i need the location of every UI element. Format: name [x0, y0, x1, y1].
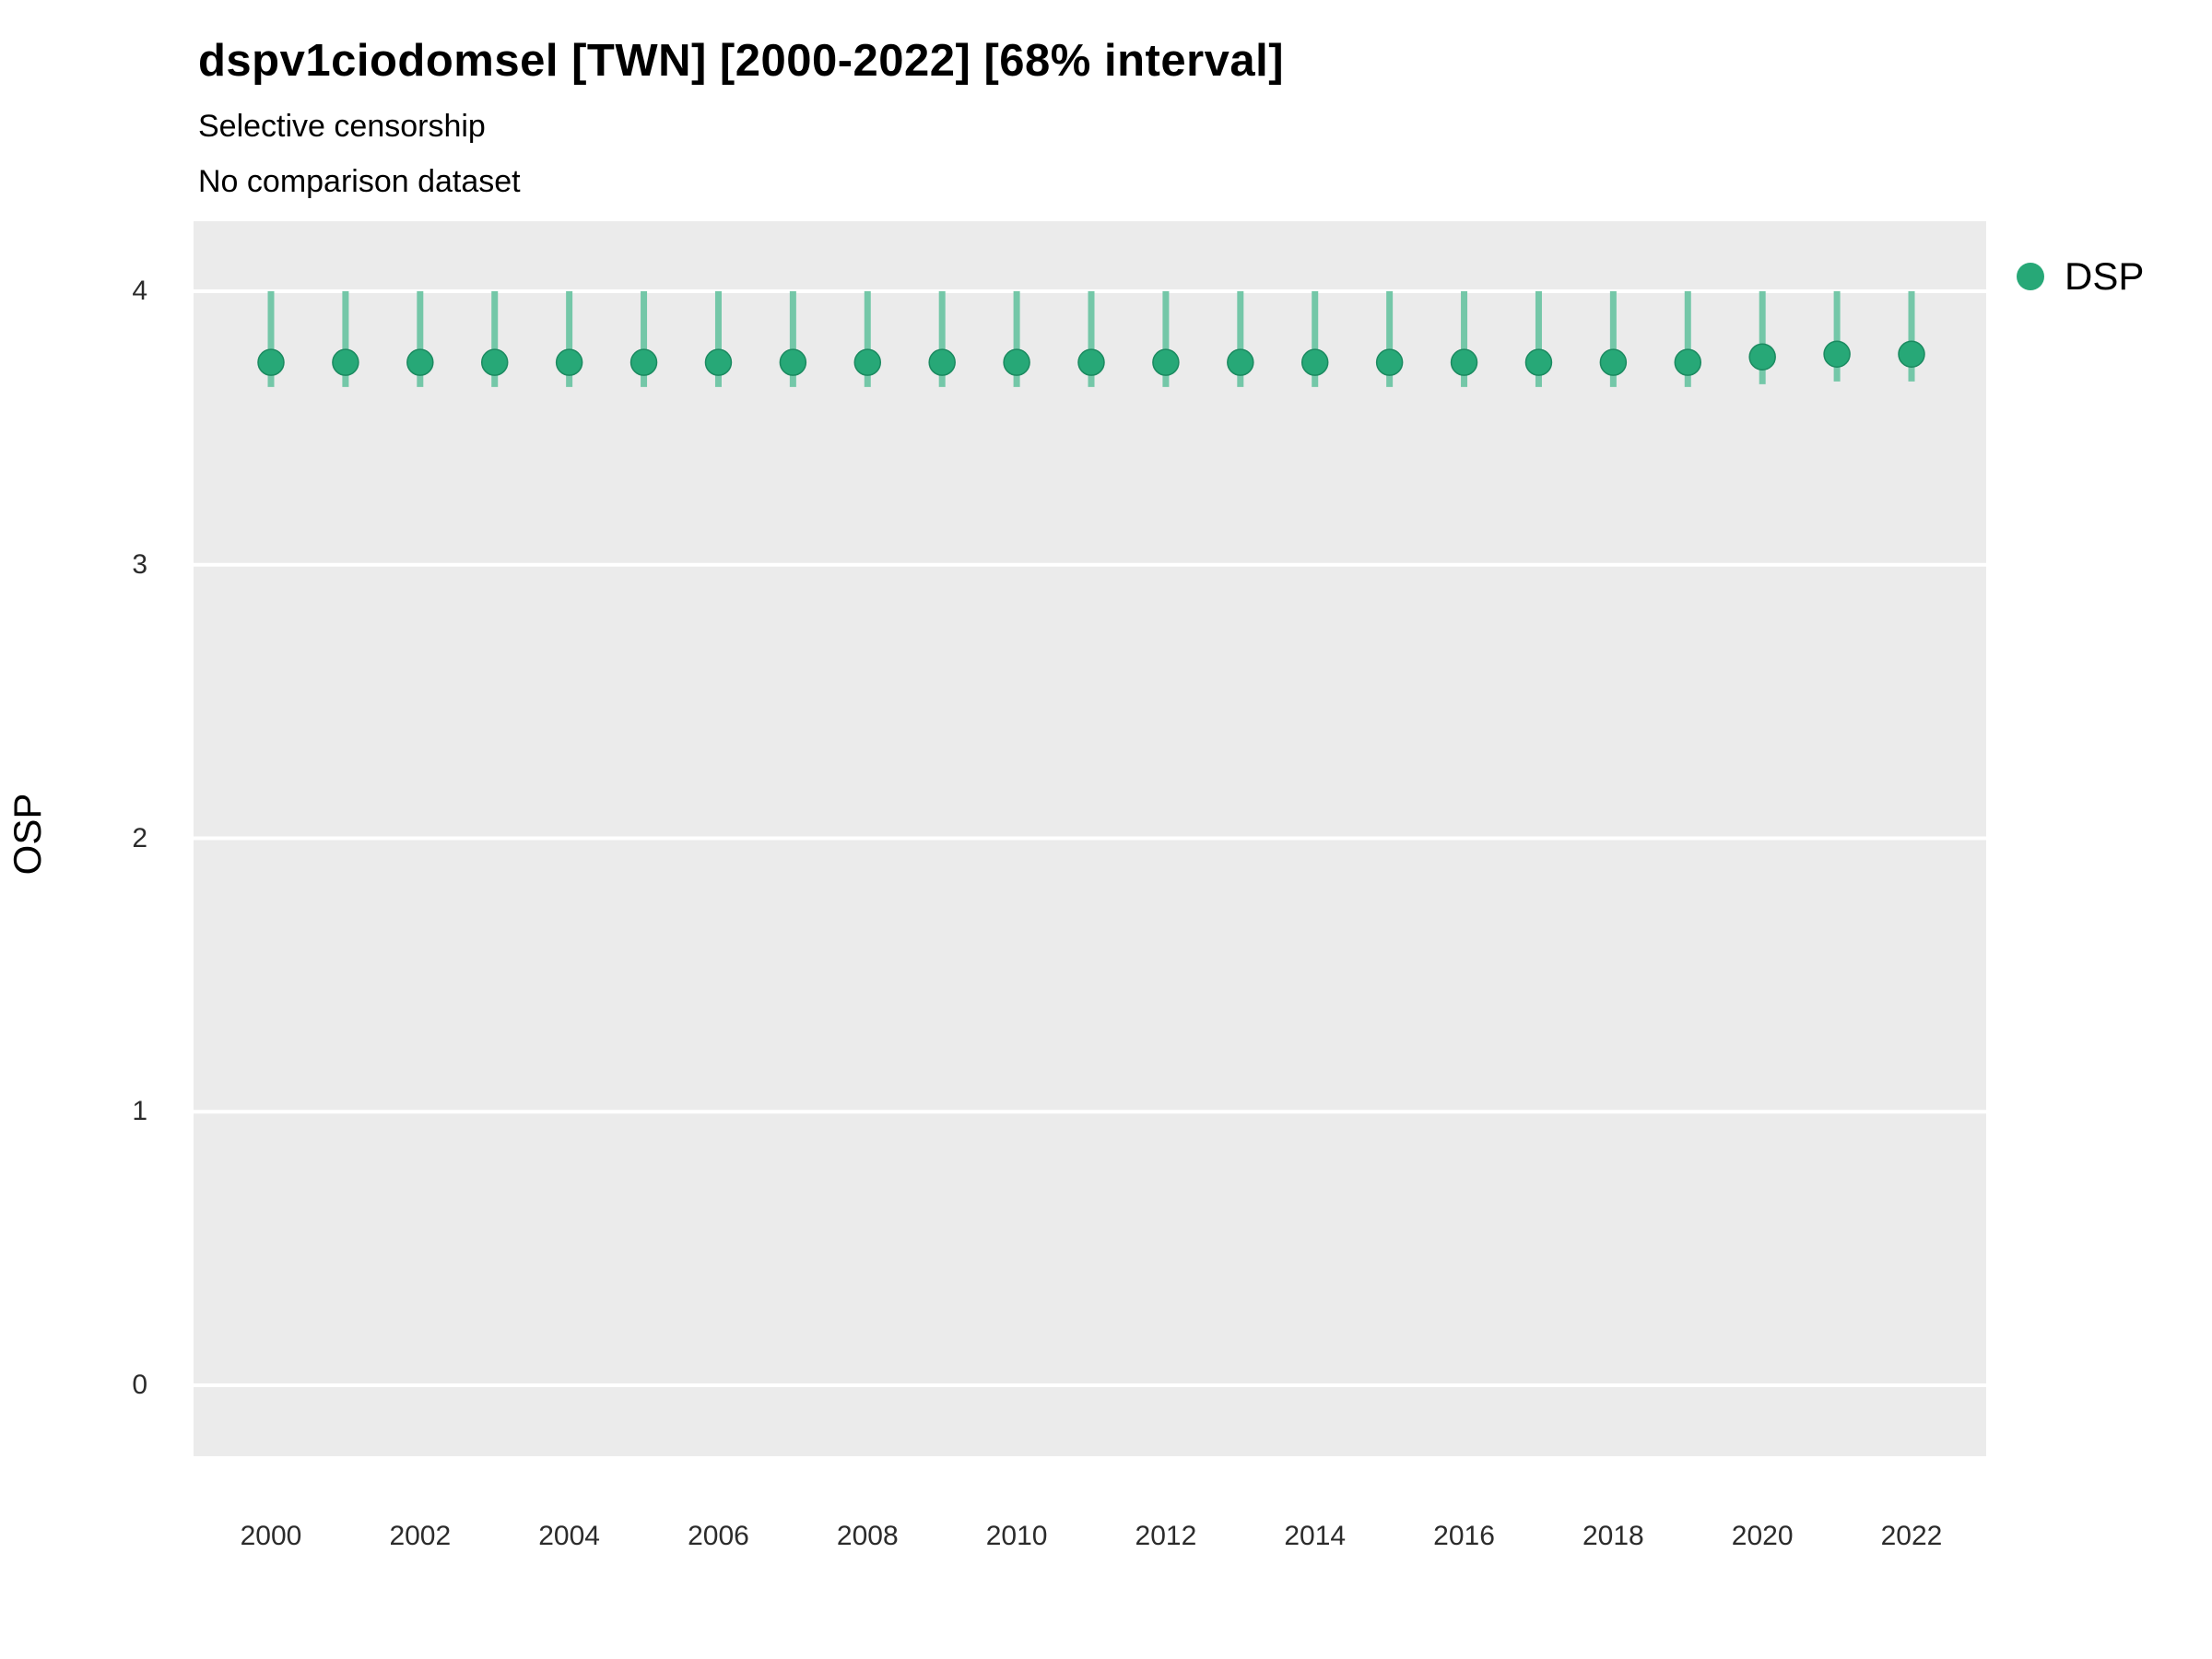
y-tick-label: 2	[132, 822, 147, 853]
x-tick-label: 2020	[1731, 1521, 1794, 1551]
x-tick-label: 2014	[1284, 1521, 1347, 1551]
data-point	[1300, 348, 1329, 376]
y-tick-label: 4	[132, 276, 147, 306]
chart-title: dspv1ciodomsel [TWN] [2000-2022] [68% in…	[198, 36, 1285, 86]
x-tick-label: 2018	[1582, 1521, 1644, 1551]
data-point	[1077, 348, 1105, 376]
data-point	[480, 348, 509, 376]
data-point	[555, 348, 583, 376]
data-point	[257, 348, 285, 376]
x-tick-label: 2022	[1880, 1521, 1943, 1551]
data-point	[928, 348, 956, 376]
x-tick-label: 2006	[688, 1521, 749, 1551]
plot-panel	[194, 221, 1986, 1456]
x-tick-label: 2008	[836, 1521, 899, 1551]
data-point	[1823, 340, 1851, 369]
chart-subtitle: Selective censorship	[198, 109, 486, 144]
x-tick-label: 2004	[538, 1521, 600, 1551]
data-point	[1748, 343, 1776, 371]
data-point	[406, 348, 434, 376]
legend-label: DSP	[2065, 254, 2145, 298]
legend: DSP	[2017, 254, 2144, 299]
y-tick-label: 3	[132, 548, 147, 580]
y-tick-label: 0	[132, 1370, 147, 1400]
data-point	[779, 348, 807, 376]
data-point	[332, 348, 359, 376]
data-point	[1152, 348, 1180, 376]
x-tick-label: 2012	[1135, 1521, 1197, 1551]
data-point	[1227, 348, 1254, 376]
x-tick-label: 2000	[240, 1521, 302, 1551]
data-point	[1898, 340, 1925, 369]
data-point	[1450, 348, 1478, 376]
y-tick-label: 1	[132, 1096, 147, 1127]
data-point	[1674, 348, 1702, 376]
data-point	[853, 348, 882, 376]
data-point	[1003, 348, 1030, 376]
plot-canvas	[194, 221, 1986, 1456]
data-point	[1524, 348, 1553, 376]
x-tick-label: 2010	[985, 1521, 1048, 1551]
x-tick-label: 2002	[389, 1521, 452, 1551]
x-tick-label: 2016	[1433, 1521, 1495, 1551]
chart-subtitle-2: No comparison dataset	[198, 164, 521, 199]
data-point	[1599, 348, 1628, 376]
y-axis-title: OSP	[6, 793, 49, 876]
data-point	[704, 348, 733, 376]
data-point	[629, 348, 658, 376]
legend-point-icon	[2017, 263, 2044, 290]
data-point	[1375, 348, 1404, 376]
